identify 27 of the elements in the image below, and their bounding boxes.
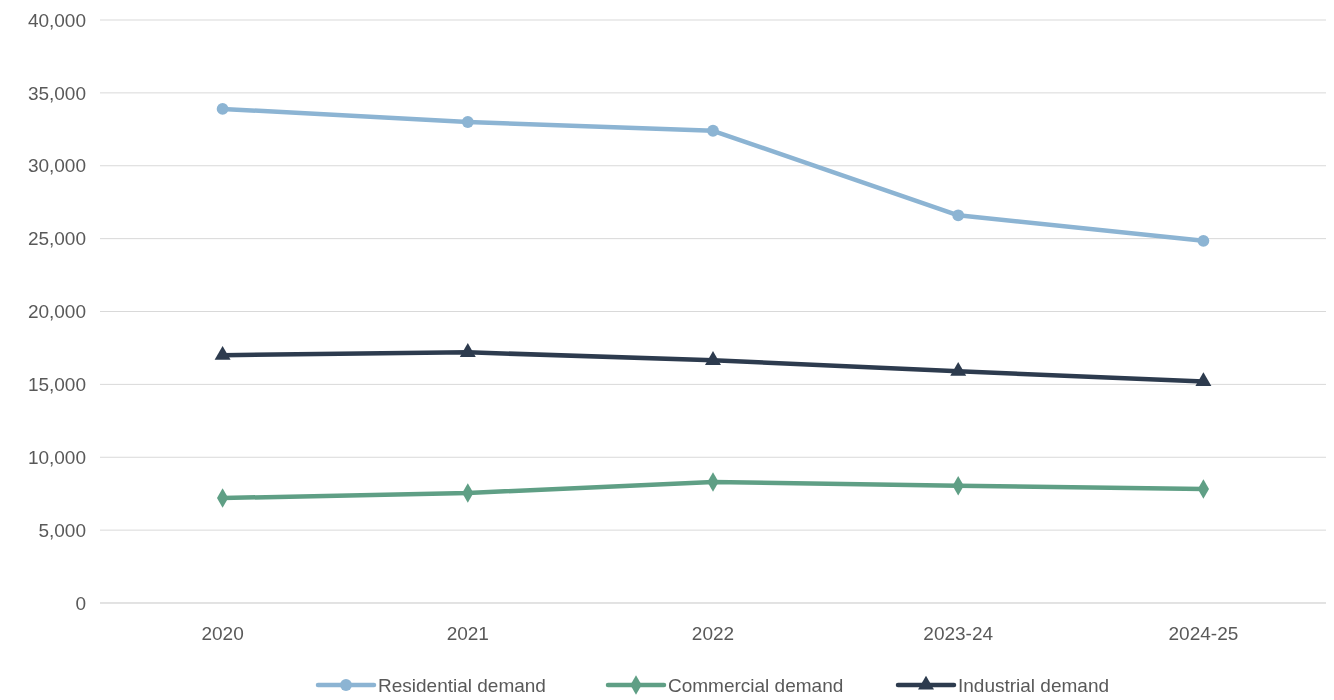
- legend-label: Industrial demand: [958, 675, 1110, 696]
- y-tick-label: 20,000: [27, 301, 86, 323]
- y-tick-label: 0: [75, 592, 86, 614]
- y-tick-label: 10,000: [27, 446, 86, 468]
- y-tick-label: 30,000: [27, 155, 86, 177]
- legend-label: Residential demand: [378, 675, 546, 696]
- point: [705, 351, 721, 365]
- y-tick-label: 5,000: [38, 519, 86, 541]
- y-tick-label: 40,000: [27, 9, 86, 31]
- legend-label: Commercial demand: [668, 675, 844, 696]
- y-tick-label: 25,000: [27, 228, 86, 250]
- point: [461, 116, 474, 128]
- x-tick-label: 2023-24: [923, 623, 994, 644]
- y-tick-label: 15,000: [27, 374, 86, 396]
- point: [952, 209, 965, 222]
- point: [1197, 234, 1210, 247]
- point: [1195, 372, 1212, 387]
- x-tick-label: 2022: [691, 623, 735, 644]
- point: [214, 346, 231, 360]
- point: [459, 343, 476, 357]
- x-tick-label: 2021: [446, 623, 489, 644]
- x-tick-label: 2020: [201, 623, 244, 644]
- point: [216, 103, 229, 115]
- point: [950, 362, 967, 376]
- x-tick-label: 2024-25: [1168, 623, 1239, 644]
- point: [707, 124, 719, 137]
- y-tick-label: 35,000: [27, 82, 86, 104]
